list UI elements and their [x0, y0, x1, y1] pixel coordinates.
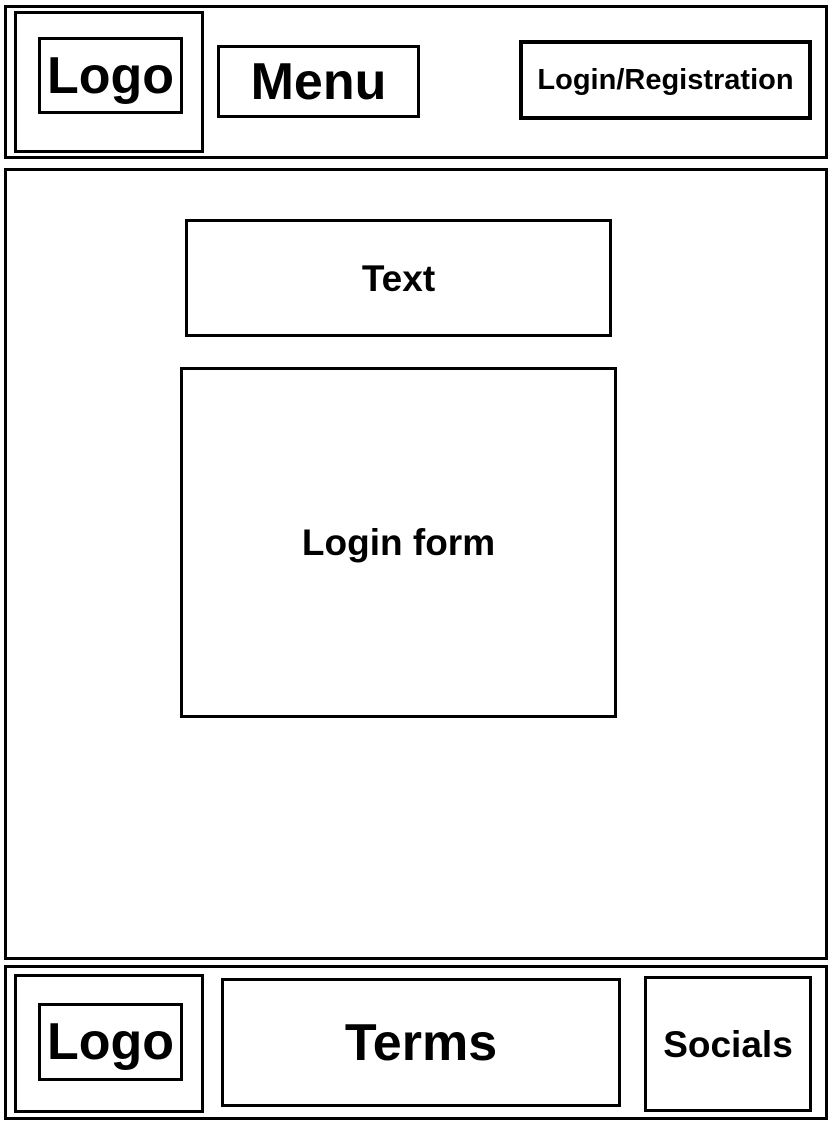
- header-logo[interactable]: Logo: [38, 37, 183, 114]
- footer-logo-label: Logo: [46, 1013, 175, 1071]
- terms-link[interactable]: Terms: [221, 978, 621, 1107]
- footer-logo[interactable]: Logo: [38, 1003, 183, 1081]
- terms-label: Terms: [344, 1013, 498, 1072]
- header-logo-label: Logo: [46, 46, 175, 105]
- socials-links[interactable]: Socials: [644, 976, 812, 1112]
- login-form-label: Login form: [301, 522, 496, 563]
- text-block-label: Text: [361, 257, 436, 299]
- login-registration-label: Login/Registration: [537, 63, 794, 96]
- text-block: Text: [185, 219, 612, 337]
- socials-label: Socials: [663, 1023, 793, 1065]
- menu-button[interactable]: Menu: [217, 45, 420, 118]
- menu-label: Menu: [250, 52, 387, 111]
- login-registration-button[interactable]: Login/Registration: [519, 40, 812, 120]
- login-form[interactable]: Login form: [180, 367, 617, 718]
